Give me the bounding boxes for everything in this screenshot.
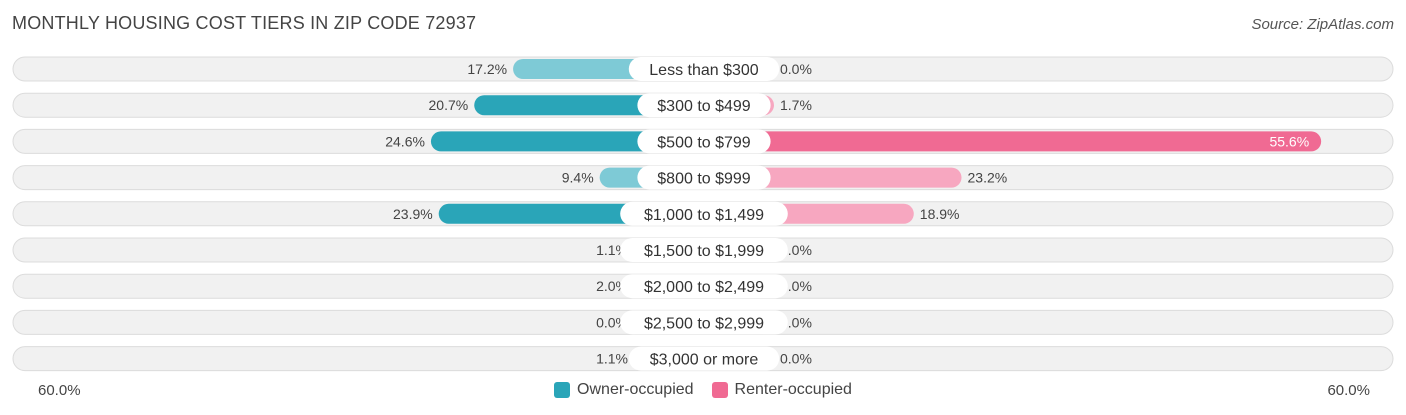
value-label-renter: 0.0% xyxy=(780,351,812,367)
value-label-renter: 0.0% xyxy=(780,61,812,77)
category-label: $1,000 to $1,499 xyxy=(644,207,764,224)
value-label-renter: 0.0% xyxy=(780,314,812,330)
category-label: $1,500 to $1,999 xyxy=(644,243,764,260)
value-label-owner: 1.1% xyxy=(596,242,628,258)
value-label-renter: 55.6% xyxy=(1269,133,1309,149)
value-label-renter: 1.7% xyxy=(780,97,812,113)
bar-renter[interactable] xyxy=(694,131,1322,152)
category-label: $2,000 to $2,499 xyxy=(644,279,764,296)
source-note: Source: ZipAtlas.com xyxy=(1251,16,1394,33)
value-label-owner: 23.9% xyxy=(393,206,433,222)
category-label: Less than $300 xyxy=(649,62,759,79)
value-label-owner: 24.6% xyxy=(385,133,425,149)
category-pill xyxy=(637,93,771,118)
axis-right-label: 60.0% xyxy=(1327,382,1370,399)
value-label-owner: 0.0% xyxy=(596,314,628,330)
category-pill xyxy=(620,310,788,335)
value-label-owner: 20.7% xyxy=(429,97,469,113)
category-pill xyxy=(628,346,780,371)
value-label-owner: 2.0% xyxy=(596,278,628,294)
value-label-renter: 0.0% xyxy=(780,242,812,258)
legend: Owner-occupied Renter-occupied xyxy=(0,381,1406,399)
category-pill xyxy=(620,201,788,226)
value-label-owner: 9.4% xyxy=(562,170,594,186)
category-pill xyxy=(637,129,771,154)
value-label-owner: 1.1% xyxy=(596,351,628,367)
value-label-renter: 18.9% xyxy=(920,206,960,222)
category-label: $500 to $799 xyxy=(657,134,751,151)
category-label: $3,000 or more xyxy=(650,352,759,369)
value-label-renter: 23.2% xyxy=(968,170,1008,186)
category-pill xyxy=(628,57,780,81)
axis-left-label: 60.0% xyxy=(38,382,81,399)
chart-title: MONTHLY HOUSING COST TIERS IN ZIP CODE 7… xyxy=(12,13,477,33)
category-label: $2,500 to $2,999 xyxy=(644,315,764,332)
legend-item-renter[interactable]: Renter-occupied xyxy=(711,381,852,399)
category-pill xyxy=(620,274,788,299)
category-label: $800 to $999 xyxy=(657,171,751,188)
category-label: $300 to $499 xyxy=(657,98,751,115)
legend-item-owner[interactable]: Owner-occupied xyxy=(554,381,694,399)
legend-label-owner: Owner-occupied xyxy=(577,381,694,398)
category-pill xyxy=(620,238,788,262)
legend-swatch-renter xyxy=(711,382,728,398)
value-label-renter: 0.0% xyxy=(780,278,812,294)
diverging-bar-chart: 17.2% 0.0% Less than $300 20.7% 1.7% $300 to … xyxy=(12,56,1394,372)
category-pill xyxy=(637,165,771,190)
value-label-owner: 17.2% xyxy=(467,61,507,77)
legend-swatch-owner xyxy=(554,382,571,398)
legend-label-renter: Renter-occupied xyxy=(734,381,852,398)
